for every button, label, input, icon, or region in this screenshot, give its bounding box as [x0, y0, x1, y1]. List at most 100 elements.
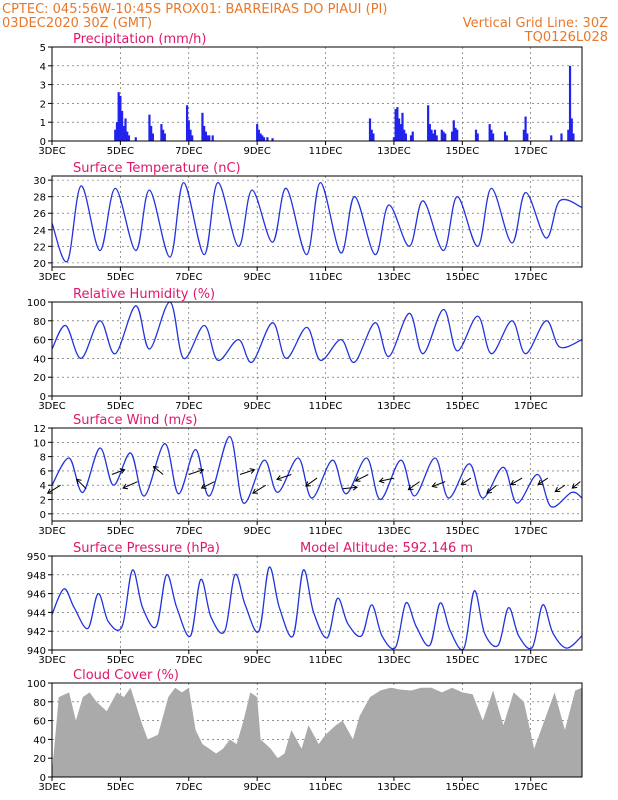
x-tick-label: 9DEC — [243, 146, 270, 157]
x-tick-label: 5DEC — [107, 401, 134, 412]
y-tick-label: 3 — [40, 81, 46, 92]
x-tick-label: 3DEC — [38, 272, 65, 283]
x-tick-label: 15DEC — [445, 146, 479, 157]
panel-frame — [51, 301, 583, 397]
precip-bar — [568, 65, 572, 141]
wind-arrowhead — [200, 483, 207, 489]
x-tick-label: 7DEC — [175, 526, 202, 537]
wind-vector — [252, 484, 266, 494]
x-tick-label: 13DEC — [377, 146, 411, 157]
precip-bar — [203, 125, 206, 141]
y-tick-label: 2 — [40, 99, 46, 110]
wind-arrowhead — [431, 482, 438, 488]
precip-bar — [257, 129, 260, 141]
x-tick-label: 7DEC — [175, 401, 202, 412]
y-tick-label: 10 — [33, 438, 46, 449]
x-tick-label: 9DEC — [243, 655, 270, 666]
y-tick-label: 24 — [33, 226, 46, 237]
panel-frame — [51, 46, 583, 142]
x-tick-label: 5DEC — [107, 272, 134, 283]
y-tick-label: 940 — [27, 646, 46, 657]
x-tick-label: 3DEC — [38, 401, 65, 412]
y-tick-label: 0 — [40, 137, 46, 148]
precip-bar — [160, 124, 163, 141]
precip-bar — [134, 137, 137, 141]
precip-bar — [452, 120, 455, 141]
precip-bar — [503, 131, 507, 141]
x-tick-label: 17DEC — [514, 526, 548, 537]
x-tick-label: 11DEC — [309, 146, 343, 157]
precip-bar — [151, 133, 154, 141]
precip-bar — [162, 129, 165, 141]
panel-0: 0 1 2 3 4 5 3DEC 5DEC 7DEC 9DEC 11DEC 13DEC 15DEC 17D… — [38, 32, 583, 157]
precip-bar — [150, 125, 153, 141]
panel-5: 0 20 40 60 80 100 3DEC 5DEC 7DEC 9DEC 11DEC 13DEC 15… — [27, 668, 583, 793]
precip-bar — [524, 116, 527, 141]
x-tick-label: 7DEC — [175, 782, 202, 793]
wind-arrowhead — [554, 486, 561, 493]
precip-bar — [442, 131, 445, 141]
precip-bar — [117, 92, 120, 141]
precip-bar — [444, 133, 447, 141]
precip-bar — [397, 118, 401, 141]
precip-bar — [432, 133, 435, 141]
y-tick-label: 6 — [40, 467, 46, 478]
precip-bar — [370, 129, 373, 141]
y-tick-label: 80 — [33, 317, 46, 328]
wind-vector — [379, 477, 395, 482]
y-tick-label: 20 — [33, 373, 46, 384]
x-tick-label: 9DEC — [243, 272, 270, 283]
wind-arrowhead — [122, 483, 129, 490]
precip-bar — [430, 129, 433, 141]
y-tick-label: 12 — [33, 424, 46, 435]
wind-vector — [122, 481, 138, 489]
precip-bar — [550, 135, 553, 141]
wind-vector — [153, 466, 164, 475]
precip-bar — [490, 129, 493, 141]
x-tick-label: 7DEC — [175, 146, 202, 157]
x-tick-label: 15DEC — [445, 526, 479, 537]
x-tick-label: 13DEC — [377, 782, 411, 793]
y-tick-label: 60 — [33, 336, 46, 347]
precip-bar — [567, 129, 570, 141]
wind-vector — [486, 484, 497, 494]
x-tick-label: 9DEC — [243, 526, 270, 537]
x-tick-label: 3DEC — [38, 146, 65, 157]
precip-bar — [211, 135, 214, 141]
precip-bar — [401, 112, 404, 141]
x-tick-label: 9DEC — [243, 401, 270, 412]
panel-title: Cloud Cover (%) — [73, 668, 179, 683]
x-tick-label: 5DEC — [107, 655, 134, 666]
wind-vector — [47, 484, 61, 494]
y-tick-label: 26 — [33, 209, 46, 220]
y-tick-label: 80 — [33, 698, 46, 709]
precip-bar — [256, 124, 259, 141]
x-tick-label: 15DEC — [445, 782, 479, 793]
panel-frame — [51, 682, 583, 778]
y-tick-label: 20 — [33, 754, 46, 765]
precip-bar — [450, 131, 454, 141]
precip-bar — [435, 135, 438, 141]
y-tick-label: 1 — [40, 118, 46, 129]
x-tick-label: 15DEC — [445, 655, 479, 666]
precip-bar — [262, 137, 266, 141]
x-tick-label: 3DEC — [38, 782, 65, 793]
y-tick-label: 944 — [27, 608, 46, 619]
wind-arrowhead — [305, 481, 311, 487]
y-tick-label: 946 — [27, 590, 46, 601]
wind-arrowhead — [510, 479, 517, 486]
wind-arrowhead — [198, 468, 205, 474]
wind-vector — [355, 474, 369, 482]
x-tick-label: 15DEC — [445, 272, 479, 283]
wind-arrowhead — [252, 488, 258, 494]
x-tick-label: 11DEC — [309, 272, 343, 283]
wind-vector — [555, 484, 566, 493]
precip-bar — [191, 135, 194, 141]
y-tick-label: 60 — [33, 717, 46, 728]
precip-bar — [454, 127, 457, 141]
x-tick-label: 17DEC — [514, 146, 548, 157]
wind-arrowhead — [46, 488, 53, 494]
precip-bar — [185, 105, 189, 141]
y-tick-label: 40 — [33, 735, 46, 746]
